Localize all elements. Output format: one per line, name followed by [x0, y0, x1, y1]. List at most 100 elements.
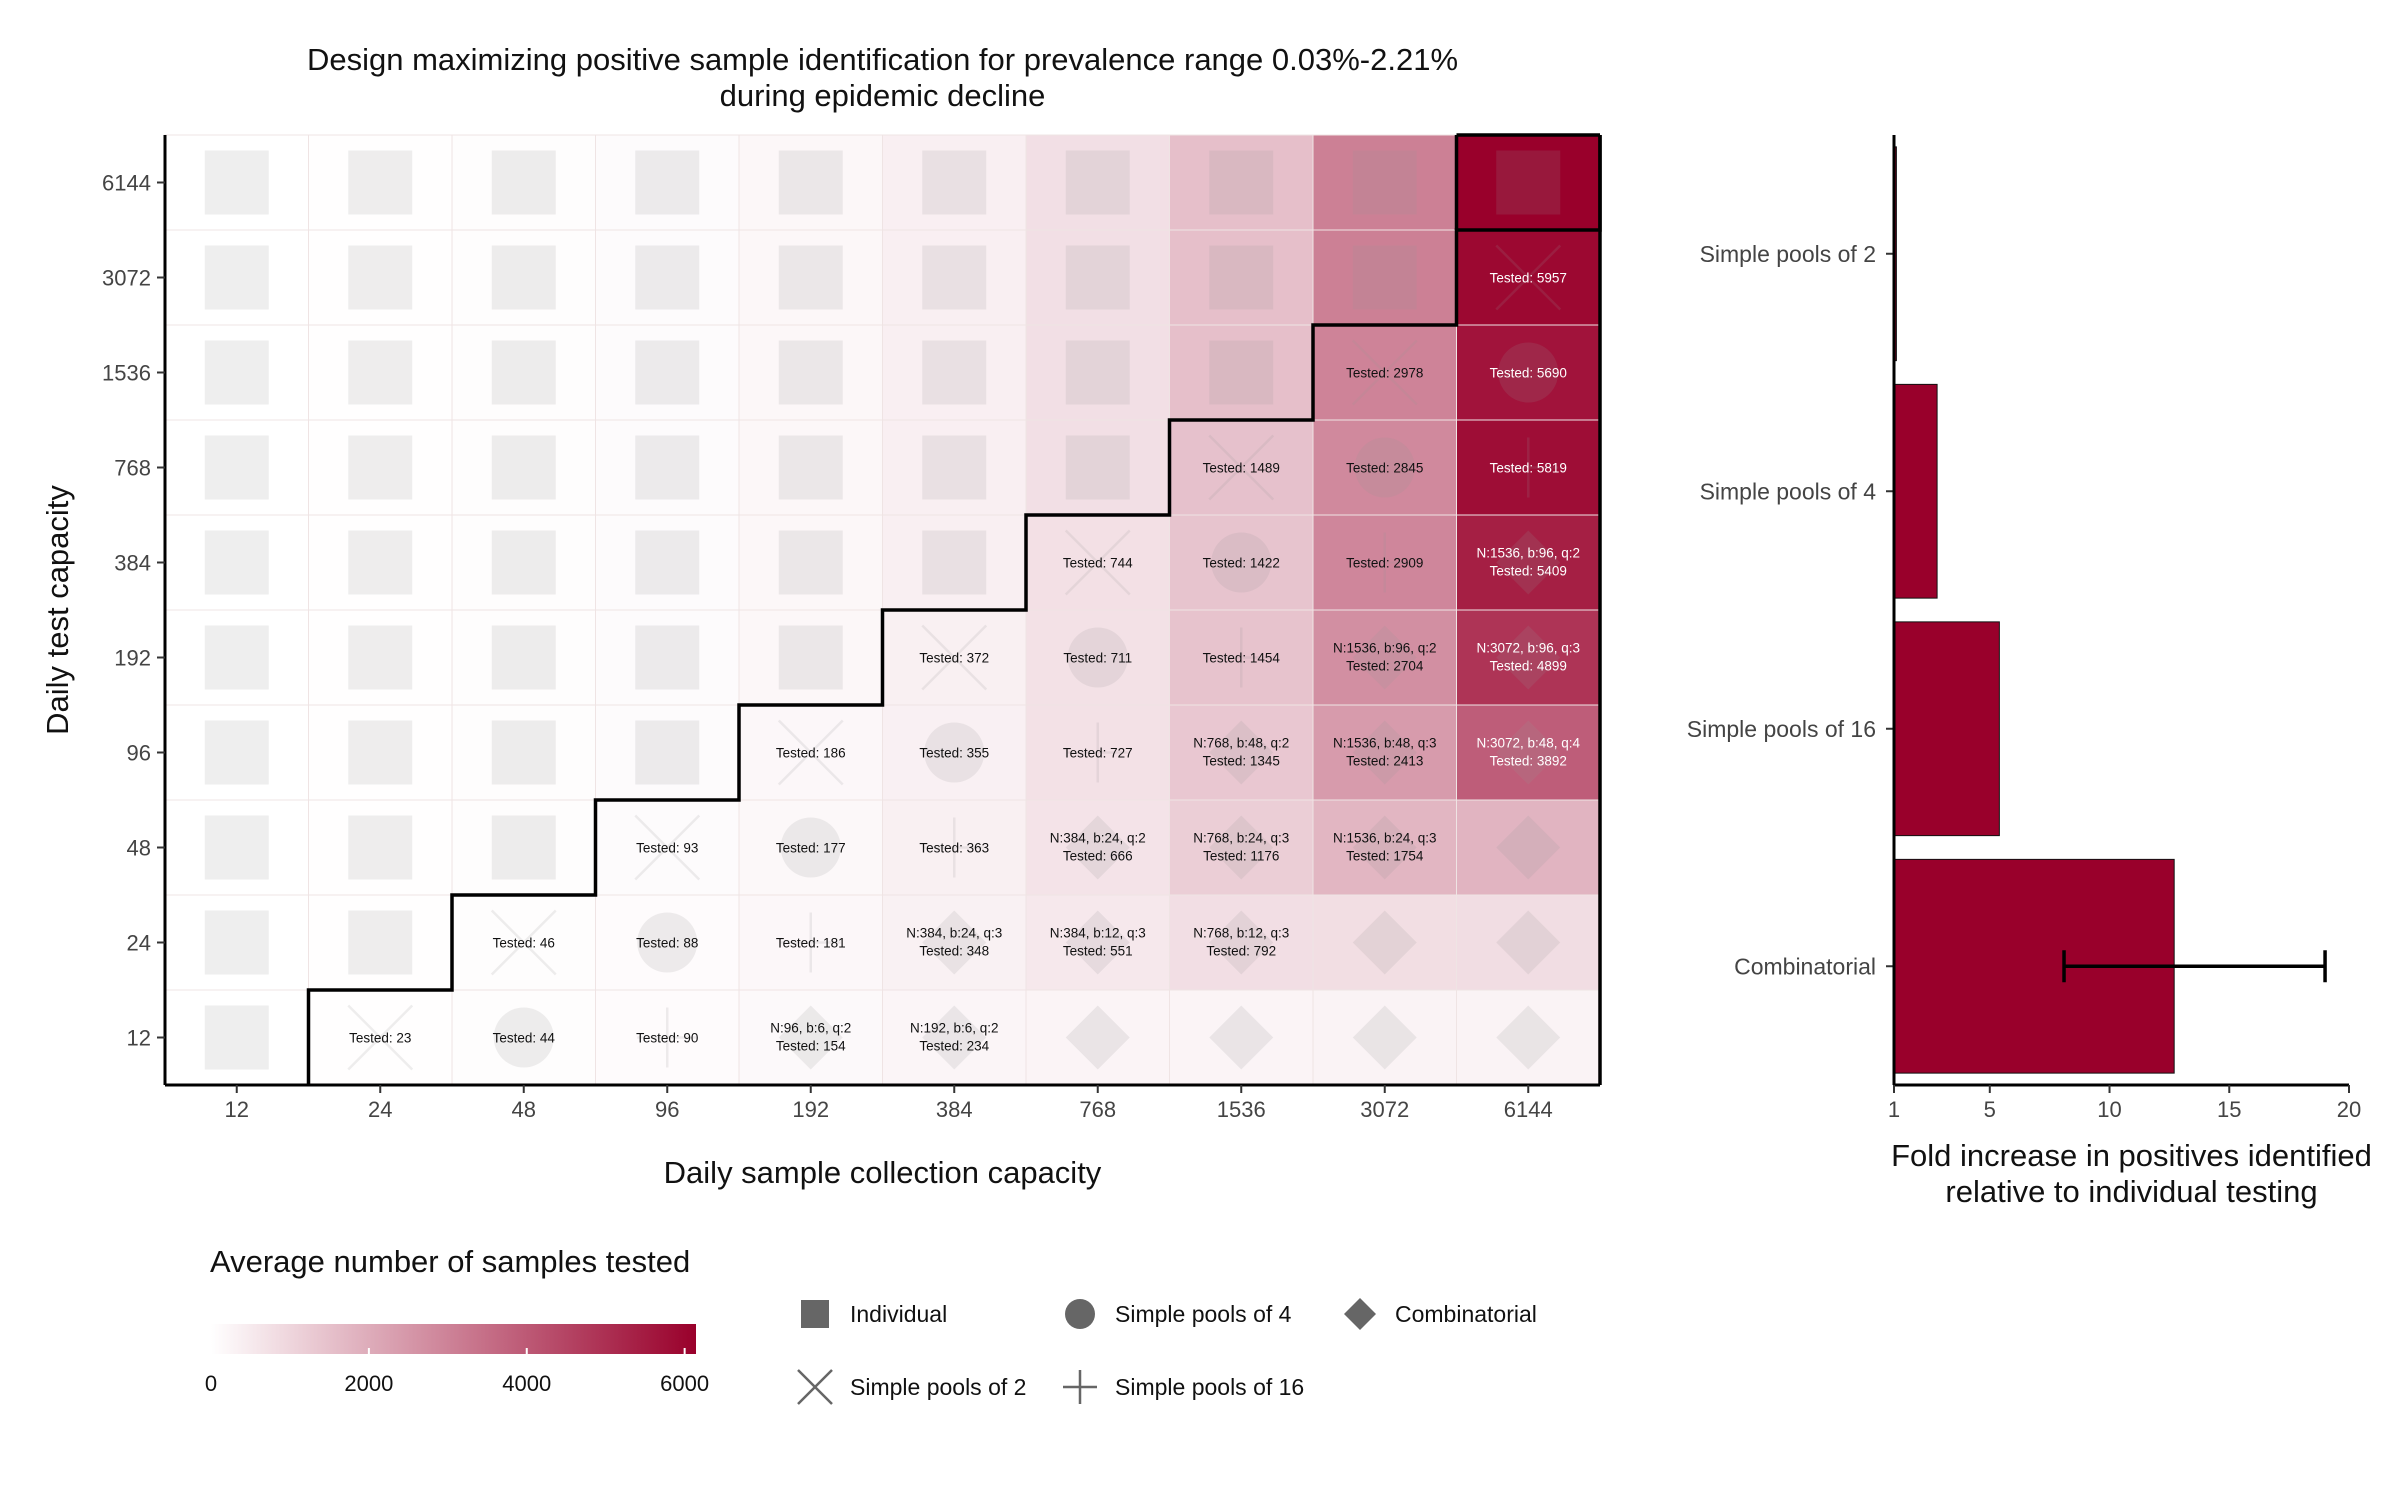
legend-plus-icon [1063, 1370, 1097, 1404]
cell-label: Tested: 44 [493, 1031, 556, 1046]
colorbar-tick-label: 4000 [502, 1371, 551, 1396]
heatmap-cell [451, 799, 596, 896]
y-tick-label: 768 [114, 456, 151, 481]
cell-design-marker [204, 150, 269, 215]
x-tick-label: 24 [368, 1097, 392, 1122]
heatmap-cell [595, 134, 740, 231]
heatmap-cell [1312, 134, 1457, 231]
heatmap-cell [1312, 799, 1457, 896]
cell-design-marker [348, 245, 413, 310]
cell-design-marker [348, 910, 413, 975]
bar [1893, 621, 2000, 837]
heatmap-cell [1025, 134, 1170, 231]
cell-label: N:384, b:24, q:2 Tested: 666 [1050, 831, 1146, 864]
heatmap-cell [164, 419, 309, 516]
x-tick-label: 6144 [1504, 1097, 1553, 1122]
heatmap-cell [1025, 704, 1170, 801]
cell-design-marker [1496, 815, 1561, 880]
x-tick-label: 96 [655, 1097, 679, 1122]
cell-label: Tested: 1454 [1203, 651, 1281, 666]
cell-design-marker [204, 720, 269, 785]
cell-label: Tested: 1489 [1203, 461, 1280, 476]
heatmap-cell [595, 229, 740, 326]
heatmap-cell [1169, 704, 1314, 801]
x-tick-label: 192 [792, 1097, 829, 1122]
cell-design-marker [348, 720, 413, 785]
cell-design-marker [778, 1005, 843, 1070]
cell-design-marker [493, 1007, 554, 1068]
cell-design-marker [490, 909, 557, 976]
heatmap-cell [738, 229, 883, 326]
cell-design-marker [637, 1007, 698, 1068]
heatmap-cell [882, 894, 1027, 991]
cell-design-marker [1209, 720, 1274, 785]
heatmap-cell [308, 894, 453, 991]
cell-label: Tested: 1422 [1203, 556, 1280, 571]
cell-design-marker [1065, 435, 1130, 500]
heatmap-y-label: Daily test capacity [40, 485, 75, 735]
bar-chart-category-labels: Simple pools of 2 Simple pools of 4 Simple… [1687, 241, 1894, 979]
cell-design-marker [1209, 150, 1274, 215]
heatmap-cell [882, 324, 1027, 421]
heatmap-cell [164, 609, 309, 706]
cell-label: Tested: 744 [1063, 556, 1133, 571]
cell-design-marker [635, 530, 700, 595]
bar-x-tick-label: 1 [1888, 1097, 1900, 1122]
heatmap-cell [1456, 609, 1601, 706]
colorbar-bar [211, 1324, 696, 1354]
bar-x-tick-label: 15 [2217, 1097, 2241, 1122]
cell-design-marker [634, 814, 701, 881]
heatmap-cell [738, 704, 883, 801]
x-tick-label: 768 [1079, 1097, 1116, 1122]
cell-label: Tested: 181 [776, 936, 846, 951]
heatmap-cell [738, 989, 883, 1086]
cell-design-marker [635, 340, 700, 405]
cell-design-marker [1352, 720, 1417, 785]
cell-label: N:3072, b:48, q:4 Tested: 3892 [1476, 736, 1580, 769]
heatmap-y-ticks: 12 24 48 96 192 384 768 1536 3072 6144 [102, 171, 165, 1051]
cell-design-marker [778, 150, 843, 215]
cell-design-marker [1065, 150, 1130, 215]
cell-design-marker [778, 530, 843, 595]
y-tick-label: 3072 [102, 266, 151, 291]
heatmap-cell [1169, 894, 1314, 991]
cell-label: Tested: 727 [1063, 746, 1133, 761]
cell-label: N:1536, b:96, q:2 Tested: 5409 [1476, 546, 1580, 579]
x-tick-label: 3072 [1360, 1097, 1409, 1122]
heatmap-cell [595, 324, 740, 421]
y-tick-label: 384 [114, 551, 151, 576]
cell-label: Tested: 2978 [1346, 366, 1423, 381]
cell-design-marker [1211, 532, 1272, 593]
cell-label: Tested: 355 [919, 746, 989, 761]
cell-design-marker [1065, 815, 1130, 880]
cell-design-marker [1354, 532, 1415, 593]
boundary-staircase [306, 135, 1602, 1085]
heatmap-cell [882, 609, 1027, 706]
cell-label: N:96, b:6, q:2 Tested: 154 [770, 1021, 851, 1054]
heatmap-x-label: Daily sample collection capacity [664, 1155, 1102, 1190]
cell-label: Tested: 5819 [1490, 461, 1567, 476]
cell-design-marker [491, 625, 556, 690]
cell-design-marker [1496, 530, 1561, 595]
cell-design-marker [347, 1004, 414, 1071]
cell-design-marker [1498, 342, 1559, 403]
cell-design-marker [921, 624, 988, 691]
cell-design-marker [1352, 1005, 1417, 1070]
bar-x-tick-label: 5 [1984, 1097, 1996, 1122]
colorbar-legend: Average number of samples tested 0 2000 400… [205, 1244, 709, 1396]
y-tick-label: 12 [127, 1026, 151, 1051]
heatmap-cell [1169, 609, 1314, 706]
cell-design-marker [1496, 625, 1561, 690]
heatmap-cell [1169, 229, 1314, 326]
heatmap-cell [1312, 324, 1457, 421]
bar-category-label: Simple pools of 16 [1687, 716, 1876, 742]
cell-label: Tested: 2909 [1346, 556, 1423, 571]
cell-label: Tested: 5690 [1490, 366, 1567, 381]
cell-design-marker [924, 722, 985, 783]
bar-chart-x-label: Fold increase in positives identified rel… [1891, 1138, 2372, 1209]
legend-circle-icon [1065, 1299, 1095, 1329]
heatmap-cell [1025, 324, 1170, 421]
cell-design-marker [204, 910, 269, 975]
heatmap-cell [595, 989, 740, 1086]
